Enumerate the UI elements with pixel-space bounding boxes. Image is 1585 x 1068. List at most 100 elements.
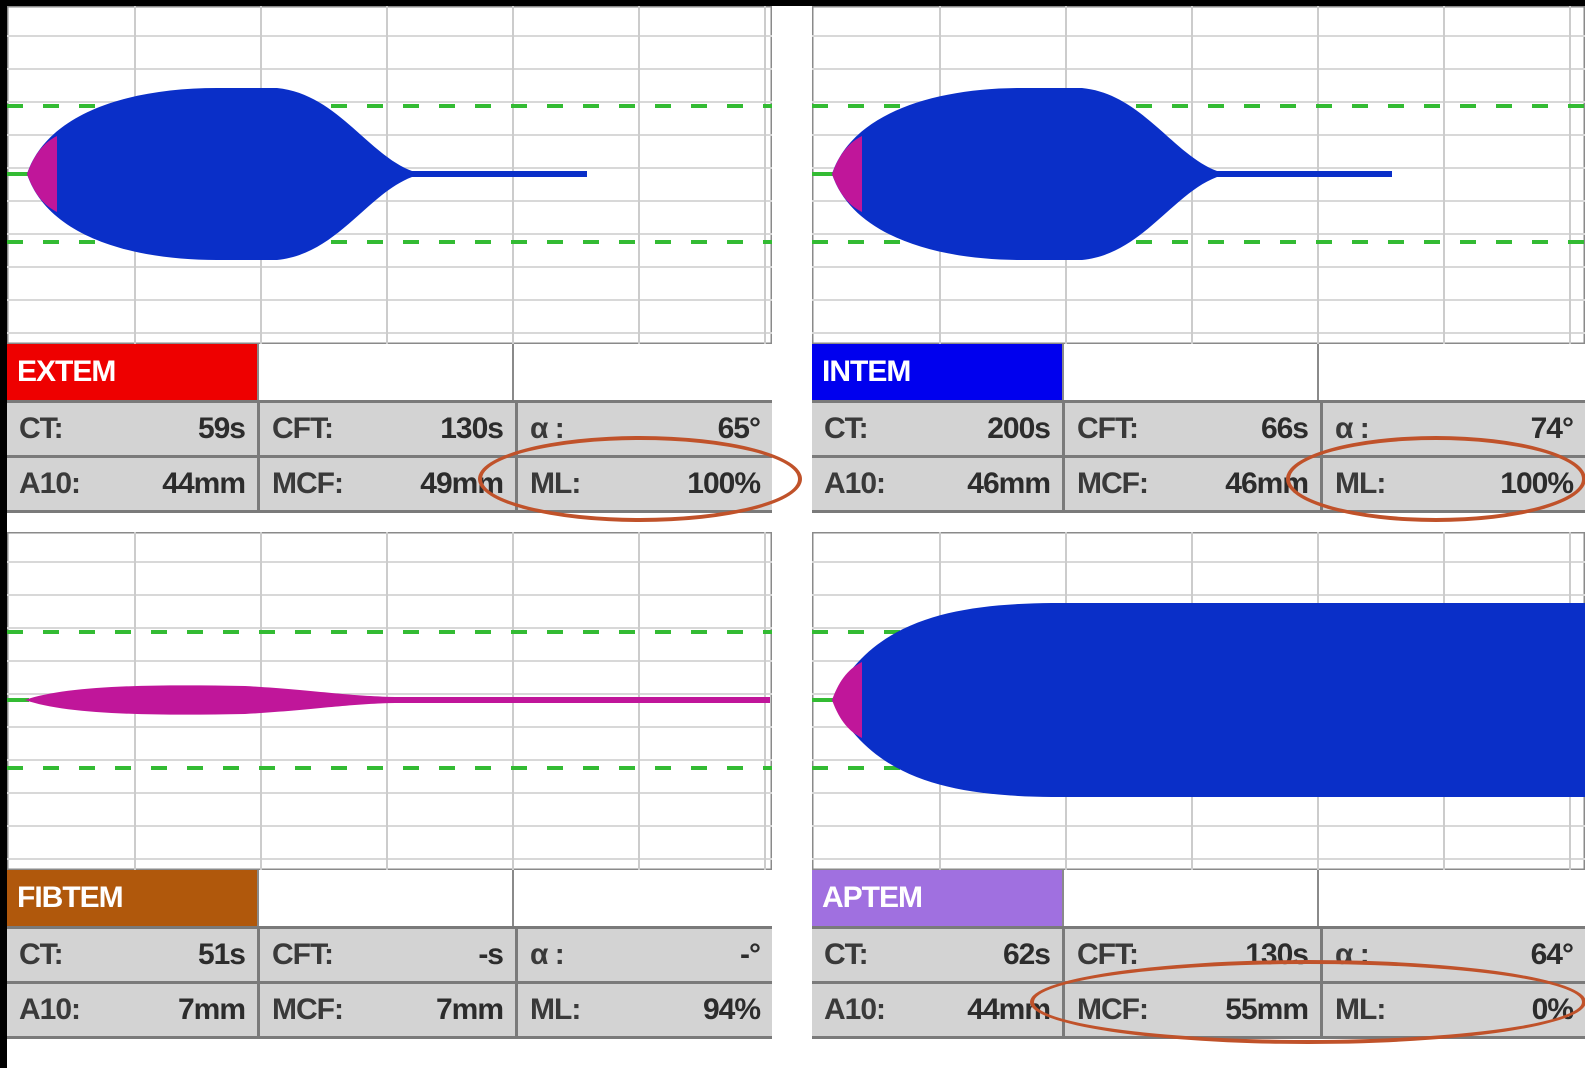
aptem-param-3: A10: 44mm	[812, 984, 1062, 1036]
aptem-temogram	[812, 532, 1585, 870]
intem-param-key: ML:	[1335, 467, 1386, 500]
fibtem-params: CT: 51s CFT: -s α : -° A10: 7mm MCF: 7mm ML: 94%	[7, 926, 772, 1039]
intem-param-4: MCF: 46mm	[1065, 458, 1320, 510]
aptem-param-2: α : 64°	[1323, 929, 1585, 981]
extem-tag: EXTEM	[7, 344, 257, 400]
intem-param-value: 100%	[1500, 467, 1574, 500]
fibtem-param-key: A10:	[19, 993, 81, 1026]
fibtem-param-key: MCF:	[272, 993, 344, 1026]
intem-param-value: 74°	[1530, 412, 1574, 445]
aptem-param-key: A10:	[824, 993, 886, 1026]
clot-onset-segment	[832, 662, 862, 738]
aptem-blank-1	[1062, 870, 1317, 926]
intem-params: CT: 200s CFT: 66s α : 74° A10: 46mm MCF: 46mm ML: 1…	[812, 400, 1585, 513]
intem-param-key: CT:	[824, 412, 869, 445]
aptem-param-value: 62s	[1002, 938, 1051, 971]
aptem-param-4: MCF: 55mm	[1065, 984, 1320, 1036]
intem-blank-2	[1317, 344, 1585, 400]
fibtem-temogram	[7, 532, 772, 870]
fibtem-param-4: MCF: 7mm	[260, 984, 515, 1036]
intem-param-value: 66s	[1260, 412, 1309, 445]
extem-blank-2	[512, 344, 772, 400]
fibtem-param-5: ML: 94%	[518, 984, 772, 1036]
aptem-param-key: MCF:	[1077, 993, 1149, 1026]
intem-blank-1	[1062, 344, 1317, 400]
aptem-param-value: 64°	[1530, 938, 1574, 971]
fibtem-blank-1	[257, 870, 512, 926]
aptem-param-key: CT:	[824, 938, 869, 971]
aptem-blank-2	[1317, 870, 1585, 926]
extem-param-value: 44mm	[162, 467, 246, 500]
fibtem-param-1: CFT: -s	[260, 929, 515, 981]
extem-param-1: CFT: 130s	[260, 403, 515, 455]
clot-amplitude-trace	[27, 88, 587, 260]
fibtem-param-value: -s	[478, 938, 504, 971]
clot-onset-segment	[27, 136, 57, 212]
intem-param-value: 46mm	[967, 467, 1051, 500]
fibtem-tag: FIBTEM	[7, 870, 257, 926]
fibtem-param-key: CT:	[19, 938, 64, 971]
extem-param-value: 49mm	[420, 467, 504, 500]
extem-param-key: A10:	[19, 467, 81, 500]
aptem-param-value: 44mm	[967, 993, 1051, 1026]
intem-param-0: CT: 200s	[812, 403, 1062, 455]
frame-left-border	[0, 0, 7, 1068]
intem-param-key: α :	[1335, 412, 1370, 445]
extem-param-value: 65°	[717, 412, 761, 445]
frame-top-border	[0, 0, 1585, 6]
fibtem-param-2: α : -°	[518, 929, 772, 981]
clot-amplitude-trace	[832, 603, 1585, 797]
extem-param-key: ML:	[530, 467, 581, 500]
intem-tag: INTEM	[812, 344, 1062, 400]
fibtem-param-value: 94%	[702, 993, 761, 1026]
extem-param-value: 130s	[440, 412, 504, 445]
fibtem-param-key: ML:	[530, 993, 581, 1026]
extem-blank-1	[257, 344, 512, 400]
aptem-params: CT: 62s CFT: 130s α : 64° A10: 44mm MCF: 55mm ML: 0…	[812, 926, 1585, 1039]
extem-param-value: 59s	[197, 412, 246, 445]
extem-params: CT: 59s CFT: 130s α : 65° A10: 44mm MCF: 49mm ML: 1…	[7, 400, 772, 513]
aptem-param-5: ML: 0%	[1323, 984, 1585, 1036]
intem-param-key: CFT:	[1077, 412, 1139, 445]
aptem-param-value: 130s	[1245, 938, 1309, 971]
clot-amplitude-trace	[832, 88, 1392, 260]
aptem-tag: APTEM	[812, 870, 1062, 926]
intem-param-5: ML: 100%	[1323, 458, 1585, 510]
aptem-param-1: CFT: 130s	[1065, 929, 1320, 981]
intem-param-3: A10: 46mm	[812, 458, 1062, 510]
intem-param-2: α : 74°	[1323, 403, 1585, 455]
clot-amplitude-trace	[25, 685, 770, 715]
panel-aptem: APTEM CT: 62s CFT: 130s α : 64° A10: 44mm MCF: 55…	[812, 532, 1585, 1039]
aptem-param-key: ML:	[1335, 993, 1386, 1026]
panel-fibtem: FIBTEM CT: 51s CFT: -s α : -° A10: 7mm MCF: 7mm ML…	[7, 532, 772, 1039]
fibtem-param-0: CT: 51s	[7, 929, 257, 981]
fibtem-param-value: 51s	[197, 938, 246, 971]
aptem-param-value: 55mm	[1225, 993, 1309, 1026]
intem-param-key: A10:	[824, 467, 886, 500]
extem-param-key: α :	[530, 412, 565, 445]
intem-param-value: 200s	[987, 412, 1051, 445]
fibtem-param-value: -°	[740, 938, 761, 971]
extem-param-2: α : 65°	[518, 403, 772, 455]
fibtem-param-3: A10: 7mm	[7, 984, 257, 1036]
extem-param-0: CT: 59s	[7, 403, 257, 455]
intem-param-key: MCF:	[1077, 467, 1149, 500]
fibtem-param-key: α :	[530, 938, 565, 971]
extem-param-5: ML: 100%	[518, 458, 772, 510]
extem-param-key: CFT:	[272, 412, 334, 445]
aptem-param-key: α :	[1335, 938, 1370, 971]
aptem-param-value: 0%	[1531, 993, 1574, 1026]
extem-param-key: MCF:	[272, 467, 344, 500]
fibtem-blank-2	[512, 870, 772, 926]
fibtem-param-value: 7mm	[177, 993, 246, 1026]
extem-param-4: MCF: 49mm	[260, 458, 515, 510]
panel-extem: EXTEM CT: 59s CFT: 130s α : 65° A10: 44mm MCF: 49…	[7, 6, 772, 513]
intem-temogram	[812, 6, 1585, 344]
fibtem-param-value: 7mm	[435, 993, 504, 1026]
aptem-param-key: CFT:	[1077, 938, 1139, 971]
extem-param-value: 100%	[687, 467, 761, 500]
extem-param-key: CT:	[19, 412, 64, 445]
clot-onset-segment	[832, 136, 862, 212]
panel-intem: INTEM CT: 200s CFT: 66s α : 74° A10: 46mm MCF: 46…	[812, 6, 1585, 513]
fibtem-param-key: CFT:	[272, 938, 334, 971]
